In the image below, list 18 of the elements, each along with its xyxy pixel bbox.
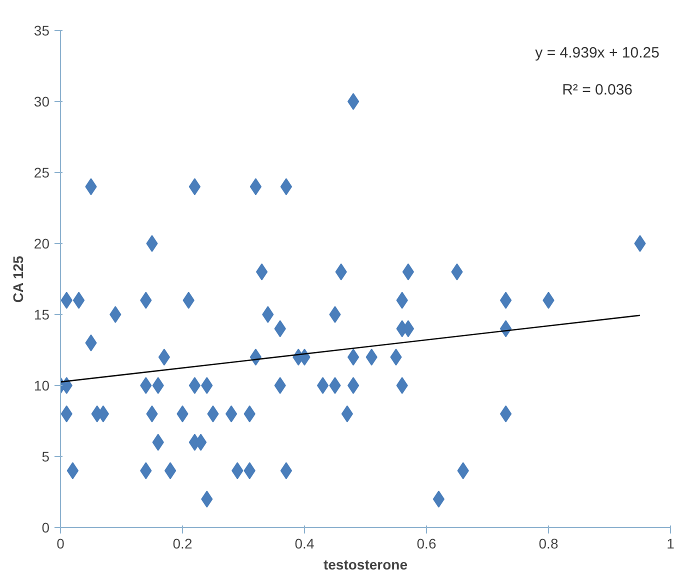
y-tick-label: 10 (34, 378, 50, 394)
x-tick-label: 0.6 (416, 536, 436, 552)
annotation: y = 4.939x + 10.25 (535, 44, 660, 62)
y-tick-label: 20 (34, 236, 50, 252)
y-tick-label: 0 (42, 520, 50, 536)
y-tick-label: 15 (34, 306, 50, 322)
x-axis-title: testosterone (323, 556, 408, 572)
x-tick-label: 0.2 (172, 536, 192, 552)
x-tick-label: 0.4 (294, 536, 314, 552)
y-tick-label: 35 (34, 22, 50, 38)
y-axis-title: CA 125 (10, 256, 26, 303)
x-tick-label: 0.8 (538, 536, 558, 552)
y-tick-label: 25 (34, 164, 50, 180)
x-tick-label: 1 (666, 536, 675, 552)
y-tick-label: 30 (34, 94, 50, 110)
annotation: R² = 0.036 (562, 82, 633, 99)
y-tick-label: 5 (42, 448, 50, 464)
x-tick-label: 0 (56, 536, 65, 552)
